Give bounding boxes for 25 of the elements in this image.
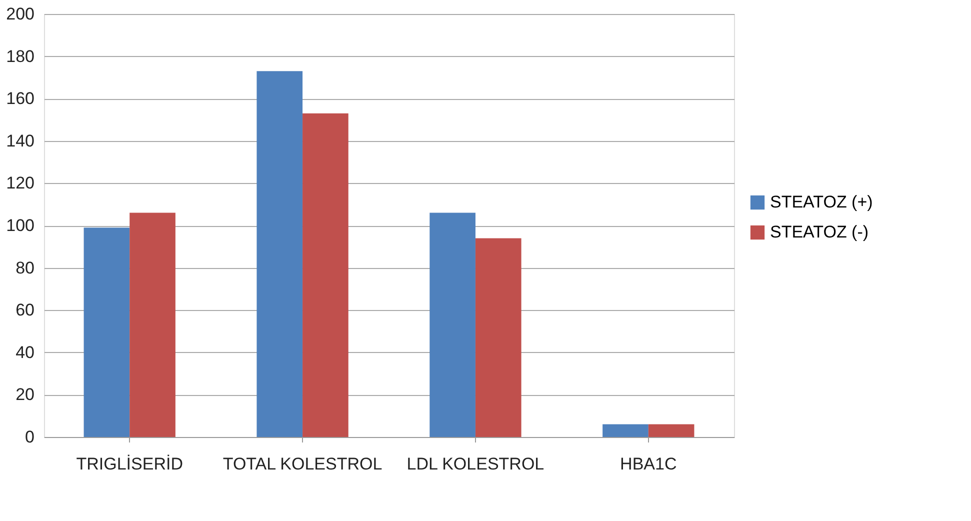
legend-label: STEATOZ (+) bbox=[770, 192, 873, 212]
x-tick-label: LDL KOLESTROL bbox=[406, 454, 544, 474]
y-tick-label: 80 bbox=[16, 258, 34, 278]
y-tick-label: 160 bbox=[6, 89, 34, 108]
bar bbox=[430, 212, 476, 437]
y-tick-label: 200 bbox=[6, 4, 34, 24]
y-tick-label: 20 bbox=[16, 385, 34, 404]
x-tick-label: TOTAL KOLESTROL bbox=[222, 454, 382, 474]
y-tick-label: 0 bbox=[25, 428, 34, 446]
y-tick-label: 140 bbox=[6, 131, 34, 150]
legend-label: STEATOZ (-) bbox=[770, 222, 869, 242]
bar bbox=[130, 212, 176, 437]
y-tick-label: 60 bbox=[16, 300, 34, 320]
bar bbox=[302, 113, 348, 437]
y-tick-label: 100 bbox=[6, 216, 34, 235]
y-tick-label: 180 bbox=[6, 46, 34, 66]
bar bbox=[475, 238, 522, 437]
y-tick-label: 40 bbox=[16, 342, 34, 362]
bar bbox=[84, 228, 130, 437]
bar bbox=[256, 71, 303, 437]
y-tick-label: 120 bbox=[6, 174, 34, 193]
bar bbox=[648, 424, 694, 437]
x-tick-label: TRIGLİSERİD bbox=[76, 454, 183, 474]
bar bbox=[602, 424, 648, 437]
x-tick-label: HBA1C bbox=[620, 454, 677, 474]
